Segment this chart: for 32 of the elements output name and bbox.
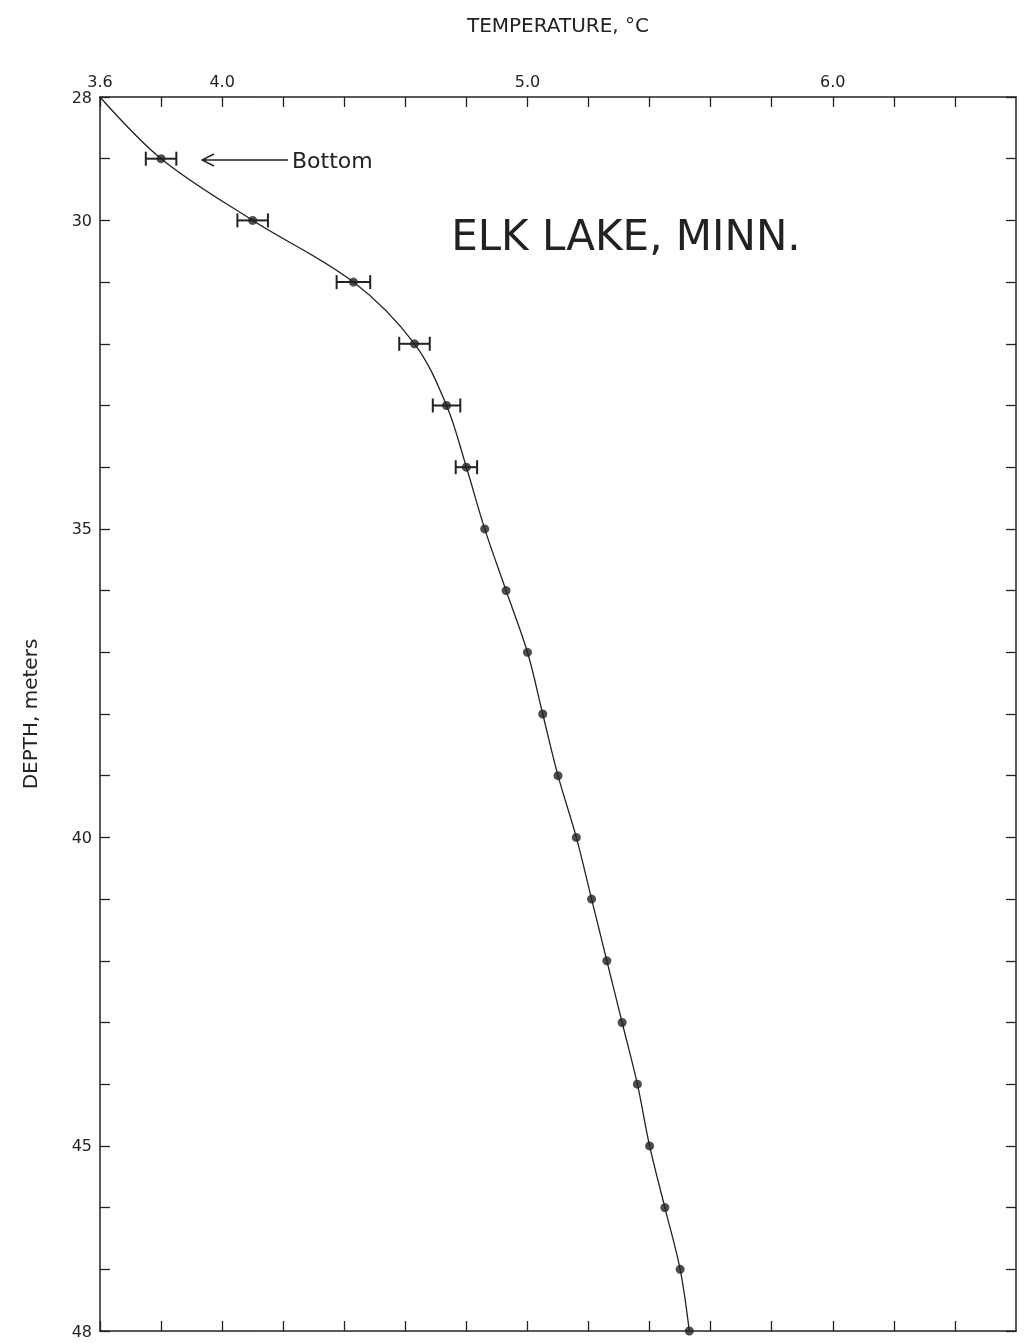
- x-axis-title: TEMPERATURE, °C: [465, 13, 650, 37]
- x-tick-label: 6.0: [820, 71, 846, 91]
- point: [480, 524, 490, 534]
- point: [660, 1203, 670, 1213]
- y-tick-label: 30: [71, 210, 92, 230]
- point: [156, 154, 166, 164]
- point: [587, 894, 597, 904]
- point: [461, 462, 471, 472]
- point: [538, 709, 548, 719]
- x-tick-label: 5.0: [514, 71, 541, 91]
- x-tick-label: 4.0: [209, 71, 235, 91]
- point: [442, 401, 452, 410]
- point: [571, 832, 581, 842]
- y-tick-label: 45: [71, 1136, 92, 1156]
- y-tick-label: 35: [71, 519, 92, 539]
- point: [617, 1018, 627, 1027]
- point: [501, 586, 511, 596]
- point: [410, 339, 419, 349]
- point: [602, 956, 612, 966]
- point: [675, 1264, 685, 1274]
- y-tick-label: 48: [71, 1321, 92, 1341]
- point: [553, 771, 563, 781]
- point: [632, 1079, 642, 1089]
- point: [248, 215, 258, 225]
- text: ELK LAKE, MINN.: [451, 211, 801, 261]
- annotation: Bottom: [292, 147, 373, 173]
- point: [684, 1326, 694, 1336]
- point: [645, 1141, 655, 1151]
- y-tick-label: 40: [71, 827, 92, 847]
- point: [522, 647, 532, 657]
- y-axis-title: DEPTH, meters: [18, 638, 42, 790]
- point: [348, 277, 358, 287]
